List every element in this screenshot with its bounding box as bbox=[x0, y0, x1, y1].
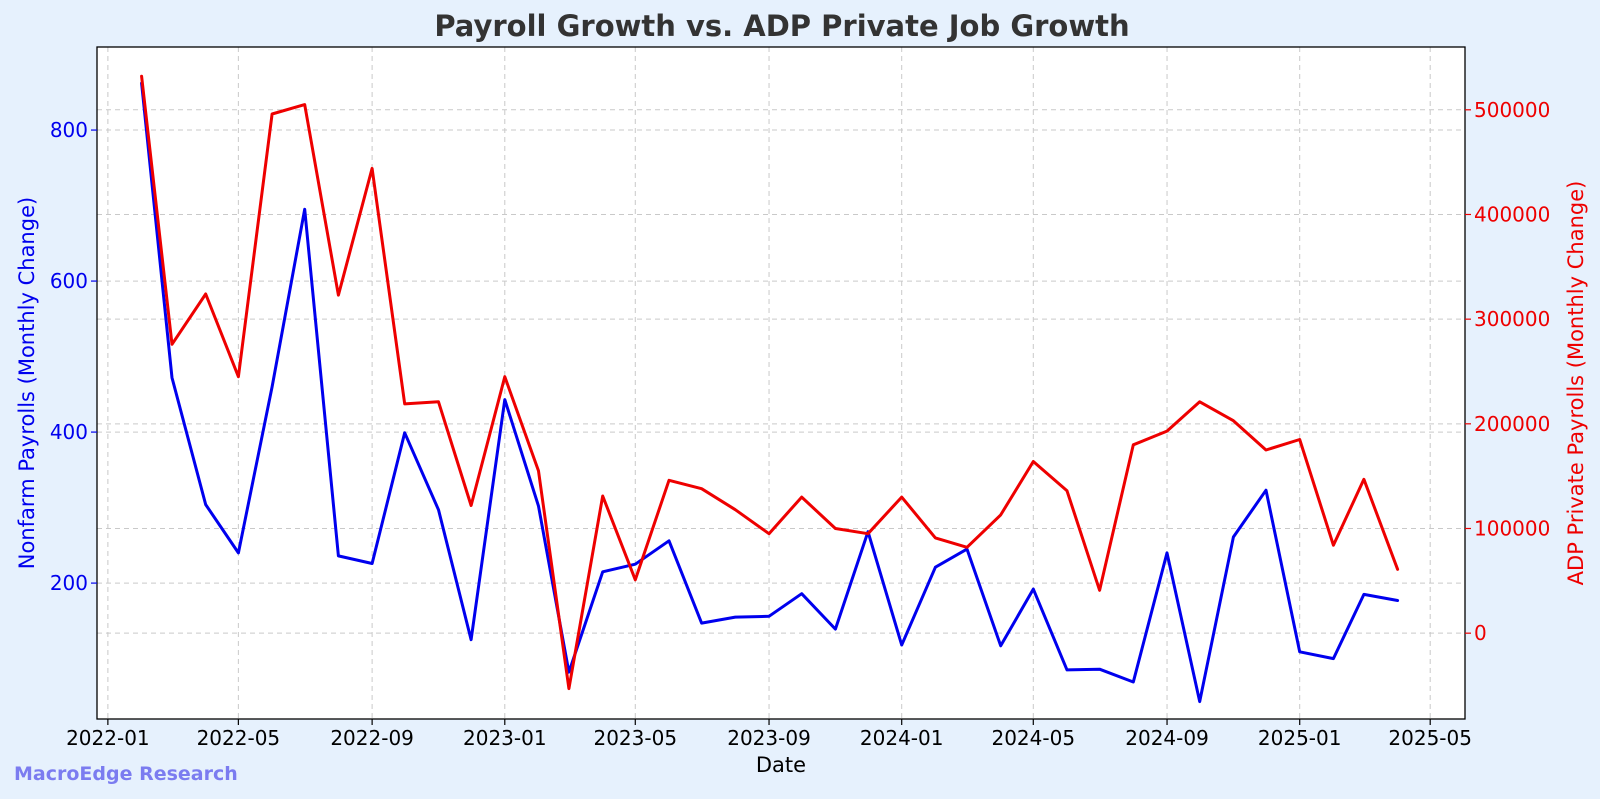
x-tick-label: 2025-01 bbox=[1258, 726, 1342, 750]
x-axis-label: Date bbox=[756, 753, 806, 777]
x-tick-label: 2023-01 bbox=[463, 726, 547, 750]
plot-frame bbox=[96, 46, 1466, 720]
y-right-axis-label: ADP Private Payrolls (Monthly Change) bbox=[1564, 181, 1588, 586]
watermark: MacroEdge Research bbox=[14, 763, 238, 785]
y-right-tick-label: 200000 bbox=[1474, 412, 1550, 436]
x-tick-label: 2024-09 bbox=[1125, 726, 1209, 750]
x-tick-label: 2022-09 bbox=[330, 726, 414, 750]
y-left-axis-label: Nonfarm Payrolls (Monthly Change) bbox=[15, 197, 39, 569]
x-tick-label: 2022-01 bbox=[66, 726, 150, 750]
x-tick-label: 2024-05 bbox=[991, 726, 1075, 750]
x-ticks: 2022-01 2022-05 2022-09 2023-01 2023-05 2023-… bbox=[66, 719, 1472, 750]
nonfarm-payrolls-line bbox=[140, 81, 1400, 704]
y-left-tick-label: 600 bbox=[50, 269, 88, 293]
y-right-tick-label: 500000 bbox=[1474, 98, 1550, 122]
chart-title: Payroll Growth vs. ADP Private Job Growt… bbox=[434, 9, 1129, 43]
plot-area bbox=[97, 47, 1465, 719]
y-left-ticks: 200 400 600 800 bbox=[50, 118, 97, 595]
x-tick-label: 2023-05 bbox=[593, 726, 677, 750]
adp-payrolls-line bbox=[140, 74, 1400, 691]
x-tick-label: 2023-09 bbox=[727, 726, 811, 750]
y-right-tick-label: 100000 bbox=[1474, 516, 1550, 540]
x-tick-label: 2025-05 bbox=[1388, 726, 1472, 750]
y-left-tick-label: 200 bbox=[50, 571, 88, 595]
y-right-tick-label: 400000 bbox=[1474, 202, 1550, 226]
x-tick-label: 2024-01 bbox=[860, 726, 944, 750]
y-right-tick-label: 300000 bbox=[1474, 307, 1550, 331]
y-right-ticks: 0 100000 200000 300000 400000 500000 bbox=[1465, 98, 1550, 645]
series-layer bbox=[140, 74, 1400, 704]
y-left-tick-label: 800 bbox=[50, 118, 88, 142]
x-tick-label: 2022-05 bbox=[197, 726, 281, 750]
y-right-tick-label: 0 bbox=[1474, 621, 1487, 645]
y-left-tick-label: 400 bbox=[50, 420, 88, 444]
